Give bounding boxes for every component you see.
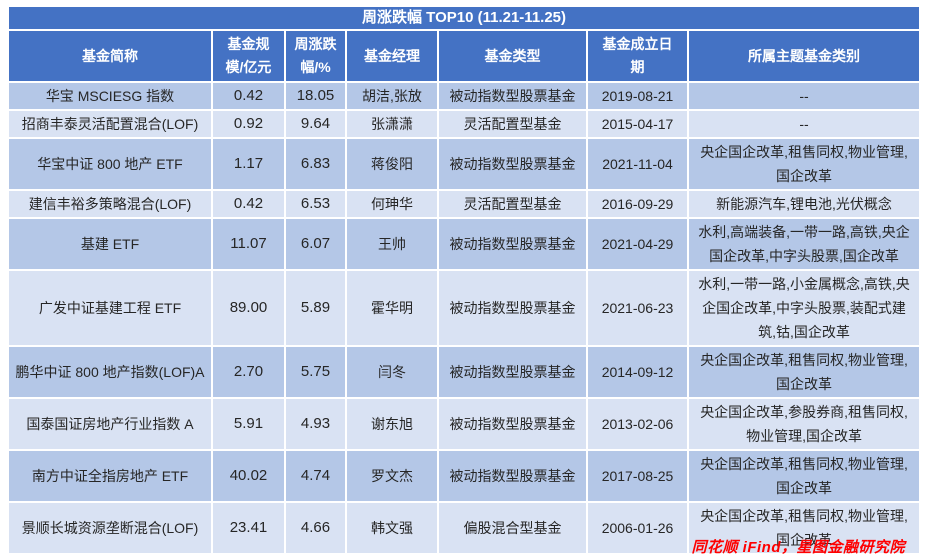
- fund-name-cell: 南方中证全指房地产 ETF: [7, 449, 213, 503]
- weekly-change-cell: 4.74: [284, 449, 347, 503]
- fund-manager-cell: 闫冬: [345, 345, 439, 399]
- column-header-fund-name: 基金简称: [7, 29, 213, 83]
- inception-date-cell: 2019-08-21: [586, 81, 689, 111]
- column-header-theme-category: 所属主题基金类别: [686, 29, 922, 83]
- inception-date-cell: 2021-06-23: [586, 269, 689, 347]
- inception-date-cell: 2014-09-12: [586, 345, 689, 399]
- fund-name-cell: 华宝中证 800 地产 ETF: [7, 137, 213, 191]
- fund-type-cell: 灵活配置型基金: [437, 189, 588, 219]
- theme-category-cell: 央企国企改革,租售同权,物业管理,国企改革: [686, 137, 922, 191]
- fund-type-cell: 被动指数型股票基金: [437, 345, 588, 399]
- fund-size-cell: 5.91: [211, 397, 286, 451]
- theme-category-cell: 新能源汽车,锂电池,光伏概念: [686, 189, 922, 219]
- weekly-change-cell: 6.07: [284, 217, 347, 271]
- fund-type-cell: 被动指数型股票基金: [437, 81, 588, 111]
- fund-size-cell: 0.92: [211, 109, 286, 139]
- fund-name-cell: 华宝 MSCIESG 指数: [7, 81, 213, 111]
- fund-manager-cell: 罗文杰: [345, 449, 439, 503]
- fund-manager-cell: 霍华明: [345, 269, 439, 347]
- fund-size-cell: 0.42: [211, 81, 286, 111]
- table-row: 华宝 MSCIESG 指数 0.42 18.05 胡洁,张放 被动指数型股票基金…: [7, 81, 922, 111]
- inception-date-cell: 2015-04-17: [586, 109, 689, 139]
- weekly-change-cell: 18.05: [284, 81, 347, 111]
- weekly-change-cell: 6.83: [284, 137, 347, 191]
- inception-date-cell: 2013-02-06: [586, 397, 689, 451]
- fund-manager-cell: 张潇潇: [345, 109, 439, 139]
- table-row: 鹏华中证 800 地产指数(LOF)A 2.70 5.75 闫冬 被动指数型股票…: [7, 345, 922, 399]
- fund-manager-cell: 何珅华: [345, 189, 439, 219]
- table-body: 华宝 MSCIESG 指数 0.42 18.05 胡洁,张放 被动指数型股票基金…: [7, 81, 922, 555]
- inception-date-cell: 2006-01-26: [586, 501, 689, 555]
- inception-date-cell: 2021-11-04: [586, 137, 689, 191]
- fund-type-cell: 偏股混合型基金: [437, 501, 588, 555]
- column-header-fund-type: 基金类型: [437, 29, 588, 83]
- fund-type-cell: 被动指数型股票基金: [437, 137, 588, 191]
- fund-size-cell: 11.07: [211, 217, 286, 271]
- theme-category-cell: 央企国企改革,租售同权,物业管理,国企改革: [686, 449, 922, 503]
- column-header-fund-manager: 基金经理: [345, 29, 439, 83]
- column-header-fund-size: 基金规 模/亿元: [211, 29, 286, 83]
- table-row: 广发中证基建工程 ETF 89.00 5.89 霍华明 被动指数型股票基金 20…: [7, 269, 922, 347]
- fund-type-cell: 被动指数型股票基金: [437, 269, 588, 347]
- fund-name-cell: 广发中证基建工程 ETF: [7, 269, 213, 347]
- fund-type-cell: 灵活配置型基金: [437, 109, 588, 139]
- fund-manager-cell: 蒋俊阳: [345, 137, 439, 191]
- fund-size-cell: 89.00: [211, 269, 286, 347]
- table-row: 基建 ETF 11.07 6.07 王帅 被动指数型股票基金 2021-04-2…: [7, 217, 922, 271]
- theme-category-cell: 央企国企改革,参股券商,租售同权,物业管理,国企改革: [686, 397, 922, 451]
- weekly-change-cell: 5.89: [284, 269, 347, 347]
- table-title: 周涨跌幅 TOP10 (11.21-11.25): [6, 5, 922, 31]
- inception-date-cell: 2017-08-25: [586, 449, 689, 503]
- fund-size-cell: 2.70: [211, 345, 286, 399]
- column-header-weekly-change: 周涨跌 幅/%: [284, 29, 347, 83]
- weekly-change-cell: 5.75: [284, 345, 347, 399]
- theme-category-cell: 央企国企改革,租售同权,物业管理,国企改革: [686, 345, 922, 399]
- fund-manager-cell: 韩文强: [345, 501, 439, 555]
- weekly-change-cell: 4.93: [284, 397, 347, 451]
- theme-category-cell: --: [686, 81, 922, 111]
- inception-date-cell: 2016-09-29: [586, 189, 689, 219]
- weekly-change-cell: 4.66: [284, 501, 347, 555]
- fund-name-cell: 国泰国证房地产行业指数 A: [7, 397, 213, 451]
- table-row: 南方中证全指房地产 ETF 40.02 4.74 罗文杰 被动指数型股票基金 2…: [7, 449, 922, 503]
- fund-manager-cell: 王帅: [345, 217, 439, 271]
- theme-category-cell: 水利,一带一路,小金属概念,高铁,央企国企改革,中字头股票,装配式建筑,钴,国企…: [686, 269, 922, 347]
- fund-name-cell: 招商丰泰灵活配置混合(LOF): [7, 109, 213, 139]
- fund-type-cell: 被动指数型股票基金: [437, 217, 588, 271]
- table-row: 景顺长城资源垄断混合(LOF) 23.41 4.66 韩文强 偏股混合型基金 2…: [7, 501, 922, 555]
- inception-date-cell: 2021-04-29: [586, 217, 689, 271]
- theme-category-cell: --: [686, 109, 922, 139]
- table-row: 招商丰泰灵活配置混合(LOF) 0.92 9.64 张潇潇 灵活配置型基金 20…: [7, 109, 922, 139]
- column-header-inception-date: 基金成立日 期: [586, 29, 689, 83]
- table-header-row: 基金简称 基金规 模/亿元 周涨跌 幅/% 基金经理 基金类型 基金成立日 期 …: [7, 29, 922, 83]
- fund-name-cell: 基建 ETF: [7, 217, 213, 271]
- table-row: 华宝中证 800 地产 ETF 1.17 6.83 蒋俊阳 被动指数型股票基金 …: [7, 137, 922, 191]
- fund-type-cell: 被动指数型股票基金: [437, 397, 588, 451]
- fund-size-cell: 23.41: [211, 501, 286, 555]
- fund-manager-cell: 谢东旭: [345, 397, 439, 451]
- fund-table: 周涨跌幅 TOP10 (11.21-11.25) 基金简称 基金规 模/亿元 周…: [6, 5, 922, 555]
- fund-size-cell: 40.02: [211, 449, 286, 503]
- theme-category-cell: 央企国企改革,租售同权,物业管理,国企改革: [686, 501, 922, 555]
- table-title-row: 周涨跌幅 TOP10 (11.21-11.25): [6, 5, 922, 31]
- weekly-change-cell: 9.64: [284, 109, 347, 139]
- table-row: 建信丰裕多策略混合(LOF) 0.42 6.53 何珅华 灵活配置型基金 201…: [7, 189, 922, 219]
- weekly-change-cell: 6.53: [284, 189, 347, 219]
- fund-name-cell: 鹏华中证 800 地产指数(LOF)A: [7, 345, 213, 399]
- theme-category-cell: 水利,高端装备,一带一路,高铁,央企国企改革,中字头股票,国企改革: [686, 217, 922, 271]
- fund-size-cell: 1.17: [211, 137, 286, 191]
- source-attribution: 同花顺 iFind，星图金融研究院: [691, 539, 905, 556]
- fund-name-cell: 建信丰裕多策略混合(LOF): [7, 189, 213, 219]
- table-row: 国泰国证房地产行业指数 A 5.91 4.93 谢东旭 被动指数型股票基金 20…: [7, 397, 922, 451]
- fund-manager-cell: 胡洁,张放: [345, 81, 439, 111]
- fund-type-cell: 被动指数型股票基金: [437, 449, 588, 503]
- fund-size-cell: 0.42: [211, 189, 286, 219]
- fund-name-cell: 景顺长城资源垄断混合(LOF): [7, 501, 213, 555]
